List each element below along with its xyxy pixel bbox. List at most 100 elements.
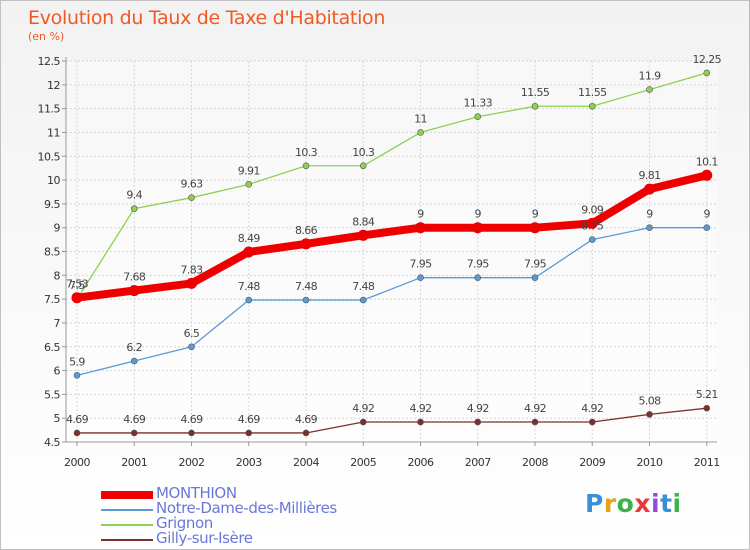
series-line-gilly (76, 407, 708, 434)
data-label-grignon: 9.63 (180, 178, 203, 191)
x-tick-label: 2007 (465, 456, 491, 469)
y-tick-label: 11.5 (38, 103, 61, 116)
data-point-notre-dame (703, 224, 711, 231)
data-point-grignon (130, 205, 138, 212)
data-point-grignon (703, 69, 711, 77)
data-point-gilly (73, 429, 81, 437)
y-tick-label: 8.5 (44, 246, 60, 259)
data-label-monthion: 7.68 (123, 271, 146, 284)
legend-swatch (101, 539, 153, 541)
y-tick-label: 6 (54, 365, 61, 378)
data-point-notre-dame (245, 296, 253, 304)
data-point-monthion (357, 229, 369, 241)
y-tick-label: 5 (54, 412, 61, 425)
data-label-monthion: 7.53 (66, 278, 89, 291)
data-label-grignon: 11.33 (464, 97, 493, 110)
data-point-monthion (415, 222, 426, 234)
data-point-gilly (188, 429, 195, 437)
data-point-grignon (245, 181, 253, 188)
legend-label: MONTHION (156, 484, 237, 502)
data-label-monthion: 9.09 (581, 203, 604, 216)
data-label-notre-dame: 7.48 (352, 280, 375, 293)
data-label-monthion: 10.1 (696, 155, 718, 168)
data-label-notre-dame: 9 (646, 208, 653, 221)
y-tick-label: 10 (47, 174, 60, 187)
y-tick-label: 12 (47, 79, 60, 92)
data-label-grignon: 10.3 (295, 146, 318, 159)
data-label-gilly: 4.92 (467, 402, 489, 415)
data-label-grignon: 11.55 (521, 86, 550, 99)
data-point-grignon (302, 162, 310, 170)
legend-label: Gilly-sur-Isère (156, 529, 253, 547)
data-point-monthion (586, 217, 598, 229)
data-point-notre-dame (417, 274, 424, 281)
data-label-monthion: 9 (532, 208, 539, 221)
data-label-notre-dame: 7.48 (238, 280, 261, 293)
data-label-monthion: 8.66 (295, 224, 318, 237)
data-label-grignon: 11.9 (638, 70, 661, 83)
data-point-notre-dame (359, 296, 367, 304)
data-point-grignon (588, 102, 596, 110)
y-tick-label: 8 (54, 269, 61, 282)
y-tick-label: 4.5 (44, 436, 60, 449)
chart-unit: (en %) (28, 30, 65, 43)
x-tick-label: 2008 (522, 456, 548, 469)
data-point-notre-dame (73, 372, 81, 379)
data-point-notre-dame (588, 236, 596, 243)
data-point-gilly (703, 404, 711, 412)
legend-swatch (101, 524, 153, 526)
x-tick-label: 2006 (408, 456, 434, 469)
data-label-gilly: 4.69 (180, 413, 203, 426)
data-label-gilly: 4.92 (581, 402, 603, 415)
chart-title: Evolution du Taux de Taxe d'Habitation (28, 7, 386, 29)
y-tick-label: 9 (54, 222, 61, 235)
data-point-monthion (128, 285, 140, 297)
data-point-notre-dame (130, 357, 138, 365)
data-label-notre-dame: 7.95 (467, 258, 490, 271)
data-label-gilly: 4.69 (295, 413, 318, 426)
data-point-grignon (474, 113, 482, 121)
data-point-gilly (359, 418, 367, 426)
series-line-notre-dame (76, 227, 708, 376)
y-tick-label: 9.5 (44, 198, 60, 211)
data-label-gilly: 4.69 (66, 413, 89, 426)
x-tick-label: 2005 (350, 456, 376, 469)
data-point-monthion (71, 292, 83, 304)
data-point-grignon (646, 86, 653, 93)
data-label-grignon: 11 (414, 112, 427, 125)
data-label-gilly: 4.92 (524, 402, 546, 415)
data-point-gilly (417, 418, 424, 426)
x-tick-label: 2009 (579, 456, 605, 469)
proxiti-logo: Proxiti (585, 489, 682, 518)
legend-label: Notre-Dame-des-Millières (156, 499, 337, 517)
data-label-grignon: 9.91 (238, 164, 260, 177)
data-point-monthion (701, 169, 713, 181)
data-label-monthion: 8.84 (352, 215, 375, 228)
data-label-gilly: 5.21 (696, 388, 718, 401)
data-point-monthion (300, 238, 312, 250)
data-point-monthion (644, 183, 655, 195)
x-tick-label: 2000 (64, 456, 90, 469)
data-point-gilly (474, 418, 482, 426)
data-point-grignon (417, 129, 424, 136)
data-point-gilly (646, 411, 653, 418)
x-tick-label: 2001 (121, 456, 147, 469)
data-label-grignon: 12.25 (693, 53, 722, 66)
data-point-monthion (186, 277, 197, 289)
data-label-grignon: 9.4 (126, 189, 142, 202)
data-point-notre-dame (646, 224, 653, 231)
data-label-notre-dame: 5.9 (69, 355, 85, 368)
data-label-grignon: 10.3 (352, 146, 375, 159)
data-label-grignon: 11.55 (578, 86, 607, 99)
y-tick-label: 11 (47, 126, 60, 139)
data-label-notre-dame: 6.2 (126, 341, 142, 354)
data-label-monthion: 9.81 (638, 169, 660, 182)
y-tick-label: 7 (54, 317, 61, 330)
data-label-notre-dame: 9 (704, 208, 711, 221)
x-tick-label: 2004 (293, 456, 319, 469)
data-point-grignon (359, 162, 367, 170)
x-tick-label: 2010 (637, 456, 663, 469)
data-label-monthion: 9 (417, 208, 424, 221)
x-tick-label: 2002 (179, 456, 205, 469)
